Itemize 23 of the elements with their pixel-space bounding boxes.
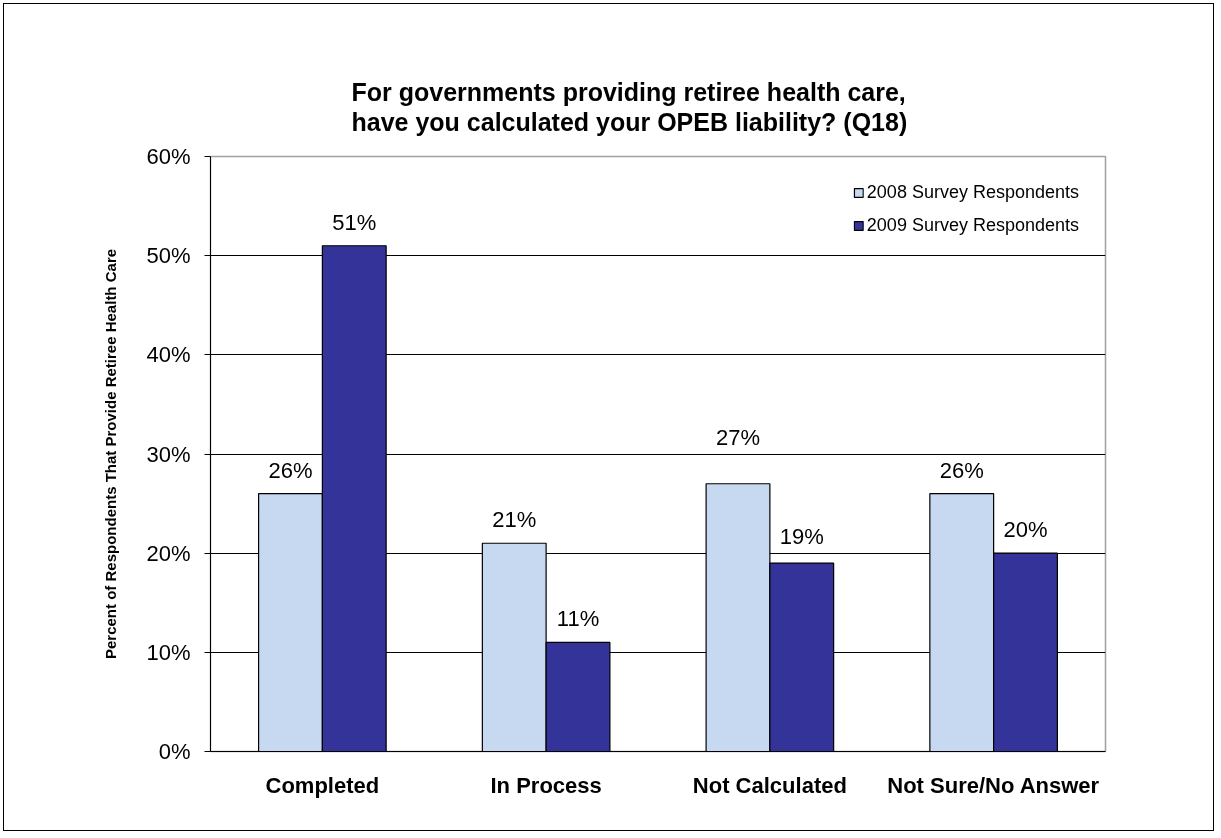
data-label: 20% (1003, 517, 1048, 543)
y-tick-label: 10% (146, 639, 191, 665)
data-label: 21% (492, 507, 537, 533)
y-axis-title: Percent of Respondents That Provide Retiree Health Care (102, 248, 120, 660)
legend-label: 2008 Survey Respondents (866, 182, 1079, 203)
data-label: 26% (939, 457, 984, 483)
data-label: 19% (779, 524, 824, 550)
data-label: 51% (332, 209, 377, 235)
y-tick-label: 60% (146, 144, 191, 169)
data-label: 27% (715, 425, 761, 450)
y-tick-label: 0% (158, 739, 191, 764)
x-tick-label: Not Sure/No Answer (887, 772, 1100, 798)
y-tick-label: 50% (146, 243, 191, 269)
x-tick-label: Not Calculated (692, 772, 847, 798)
y-tick-label: 20% (146, 540, 191, 566)
x-tick-label: Completed (265, 772, 380, 798)
y-tick-label: 40% (146, 342, 191, 368)
data-label: 11% (556, 606, 600, 632)
chart-title: For governments providing retiree health care, have you calculated your OPEB liability? (Q18) (351, 77, 908, 137)
legend-label: 2009 Survey Respondents (866, 215, 1079, 236)
x-tick-label: In Process (490, 772, 602, 798)
y-tick-label: 30% (146, 441, 191, 467)
data-label: 26% (268, 457, 313, 483)
